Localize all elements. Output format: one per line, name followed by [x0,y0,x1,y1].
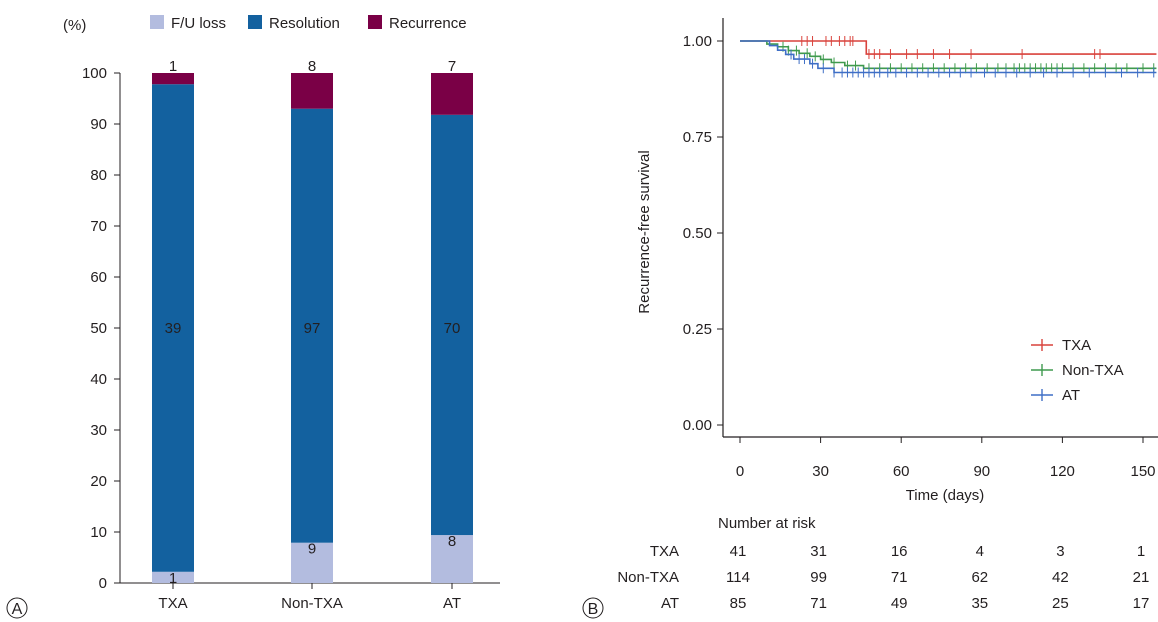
bar-segment-recurrence [152,73,194,85]
survival-line-txa [740,40,1157,55]
x-tick-label: AT [443,595,461,612]
panel-label-circle [6,597,28,619]
y-axis-unit-label: (%) [63,17,86,34]
legend-swatch-recurrence [368,15,382,29]
y-tick-label: 50 [90,320,107,337]
bar-label-resolution: 97 [304,320,321,337]
x-axis-title: Time (days) [906,487,985,504]
risk-cell: 25 [1052,595,1069,612]
risk-cell: 4 [976,543,984,560]
y-tick-label: 30 [90,422,107,439]
bar-segment-resolution [291,108,333,543]
bar-label-fu-loss: 9 [308,541,316,558]
x-tick-label: 30 [812,463,829,480]
y-tick-label: 0 [99,575,107,592]
survival-line-non-txa [740,40,1157,70]
bar-label-fu-loss: 1 [169,570,177,587]
x-tick-label: 150 [1130,463,1155,480]
risk-cell: 21 [1133,569,1150,586]
panel-label-a: A [12,601,23,618]
legend-swatch-fu-loss [150,15,164,29]
y-tick-label: 10 [90,524,107,541]
risk-cell: 16 [891,543,908,560]
risk-row-label: TXA [650,543,679,560]
legend-swatch-resolution [248,15,262,29]
risk-row-label: AT [661,595,679,612]
risk-cell: 1 [1137,543,1145,560]
risk-cell: 35 [971,595,988,612]
risk-cell: 62 [971,569,988,586]
legend-label-recurrence: Recurrence [389,15,467,32]
y-tick-label: 60 [90,269,107,286]
legend-label-non-txa: Non-TXA [1062,362,1124,379]
risk-cell: 71 [891,569,908,586]
legend-label-at: AT [1062,387,1080,404]
bar-segment-recurrence [291,73,333,109]
x-tick-label: 90 [973,463,990,480]
x-tick-label: 0 [736,463,744,480]
risk-row-label: Non-TXA [617,569,679,586]
bar-label-recurrence: 1 [169,58,177,75]
y-tick-label: 80 [90,167,107,184]
x-tick-label: 120 [1050,463,1075,480]
risk-cell: 42 [1052,569,1069,586]
x-tick-label: Non-TXA [281,595,343,612]
y-tick-label: 90 [90,116,107,133]
risk-cell: 99 [810,569,827,586]
bar-segment-fu-loss [431,535,473,583]
x-tick-label: TXA [158,595,187,612]
y-tick-label: 0.00 [683,417,712,434]
bar-label-recurrence: 7 [448,58,456,75]
legend-label-txa: TXA [1062,337,1091,354]
panel-b-survival-chart: 0.00 0.25 0.50 0.75 1.00 0 30 60 90 120 150 Time (d… [582,18,1158,619]
y-tick-label: 1.00 [683,33,712,50]
y-tick-label: 0.25 [683,321,712,338]
y-tick-label: 0.50 [683,225,712,242]
y-tick-label: 0.75 [683,129,712,146]
risk-cell: 71 [810,595,827,612]
bar-label-resolution: 39 [165,320,182,337]
bar-segment-resolution [152,84,194,572]
legend-label-fu-loss: F/U loss [171,15,226,32]
y-tick-label: 40 [90,371,107,388]
x-tick-label: 60 [893,463,910,480]
bar-label-recurrence: 8 [308,58,316,75]
panel-a-bar-chart: (%) 0 10 20 30 40 50 60 70 80 90 100 1 39 1 TXA 9 97 8 Non-… [6,15,500,619]
risk-cell: 114 [726,569,750,586]
y-tick-label: 100 [82,65,107,82]
risk-cell: 41 [730,543,747,560]
bar-segment-resolution [431,114,473,536]
risk-cell: 85 [730,595,747,612]
bar-label-fu-loss: 8 [448,533,456,550]
y-tick-label: 70 [90,218,107,235]
bar-label-resolution: 70 [444,320,461,337]
panel-label-b: B [588,601,599,618]
risk-cell: 3 [1056,543,1064,560]
bar-segment-fu-loss [152,571,194,583]
survival-line-at [740,40,1157,74]
legend-label-resolution: Resolution [269,15,340,32]
bar-segment-fu-loss [291,542,333,583]
y-tick-label: 20 [90,473,107,490]
risk-cell: 17 [1133,595,1150,612]
risk-table-title: Number at risk [718,515,816,532]
risk-cell: 31 [810,543,827,560]
panel-label-circle [582,597,604,619]
risk-cell: 49 [891,595,908,612]
y-axis-title: Recurrence-free survival [636,150,653,313]
bar-segment-recurrence [431,73,473,115]
